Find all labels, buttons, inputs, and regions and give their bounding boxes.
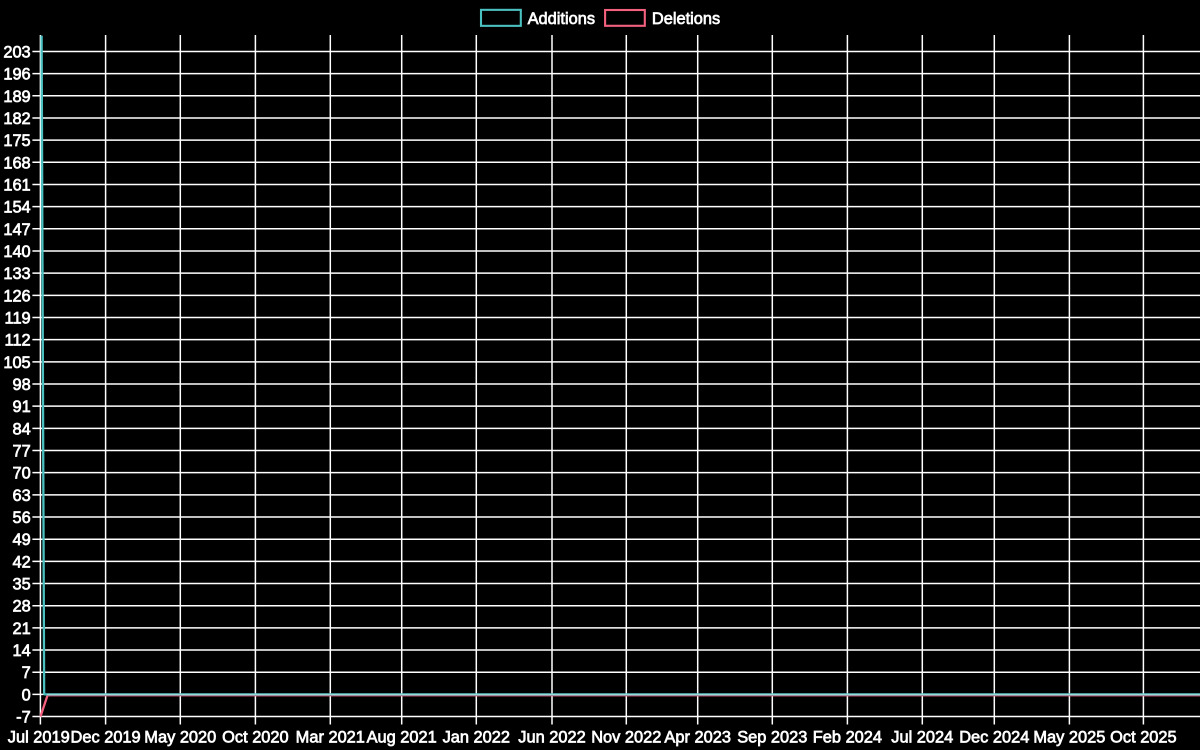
svg-text:119: 119 <box>5 309 31 327</box>
svg-text:84: 84 <box>12 420 30 438</box>
svg-text:7: 7 <box>22 664 31 682</box>
svg-text:140: 140 <box>3 243 30 261</box>
svg-text:126: 126 <box>3 287 30 305</box>
svg-text:Nov 2022: Nov 2022 <box>591 728 661 746</box>
svg-text:133: 133 <box>3 265 30 283</box>
svg-text:Apr 2023: Apr 2023 <box>664 728 731 746</box>
svg-text:-7: -7 <box>16 709 31 727</box>
svg-text:Oct 2020: Oct 2020 <box>222 728 289 746</box>
svg-text:Deletions: Deletions <box>652 10 720 28</box>
svg-text:Jan 2022: Jan 2022 <box>443 728 510 746</box>
svg-text:21: 21 <box>12 620 30 638</box>
svg-text:189: 189 <box>3 88 30 106</box>
svg-text:May 2025: May 2025 <box>1033 728 1105 746</box>
svg-text:Dec 2024: Dec 2024 <box>959 728 1029 746</box>
svg-text:Jul 2024: Jul 2024 <box>891 728 953 746</box>
svg-text:Mar 2021: Mar 2021 <box>296 728 365 746</box>
svg-text:Feb 2024: Feb 2024 <box>813 728 882 746</box>
svg-text:49: 49 <box>12 531 30 549</box>
svg-text:Sep 2023: Sep 2023 <box>737 728 807 746</box>
svg-text:91: 91 <box>12 398 30 416</box>
svg-text:175: 175 <box>3 132 30 150</box>
svg-text:0: 0 <box>22 686 31 704</box>
svg-text:77: 77 <box>12 443 30 461</box>
svg-text:14: 14 <box>12 642 30 660</box>
svg-text:28: 28 <box>12 598 30 616</box>
svg-text:Additions: Additions <box>528 10 595 28</box>
svg-text:56: 56 <box>12 509 30 527</box>
svg-text:98: 98 <box>12 376 30 394</box>
svg-text:196: 196 <box>3 66 30 84</box>
svg-text:70: 70 <box>12 465 30 483</box>
svg-text:42: 42 <box>12 553 30 571</box>
svg-text:203: 203 <box>3 43 30 61</box>
svg-text:May 2020: May 2020 <box>144 728 216 746</box>
svg-text:182: 182 <box>3 110 30 128</box>
svg-text:168: 168 <box>3 154 30 172</box>
svg-text:112: 112 <box>5 332 31 350</box>
svg-text:105: 105 <box>3 354 30 372</box>
svg-text:Dec 2019: Dec 2019 <box>71 728 141 746</box>
svg-text:Jun 2022: Jun 2022 <box>518 728 585 746</box>
svg-text:35: 35 <box>12 576 30 594</box>
svg-text:63: 63 <box>12 487 30 505</box>
svg-text:Aug 2021: Aug 2021 <box>367 728 437 746</box>
svg-text:147: 147 <box>3 221 30 239</box>
svg-text:154: 154 <box>3 199 30 217</box>
svg-text:161: 161 <box>3 176 30 194</box>
svg-text:Jul 2019: Jul 2019 <box>8 728 70 746</box>
svg-text:Oct 2025: Oct 2025 <box>1110 728 1177 746</box>
